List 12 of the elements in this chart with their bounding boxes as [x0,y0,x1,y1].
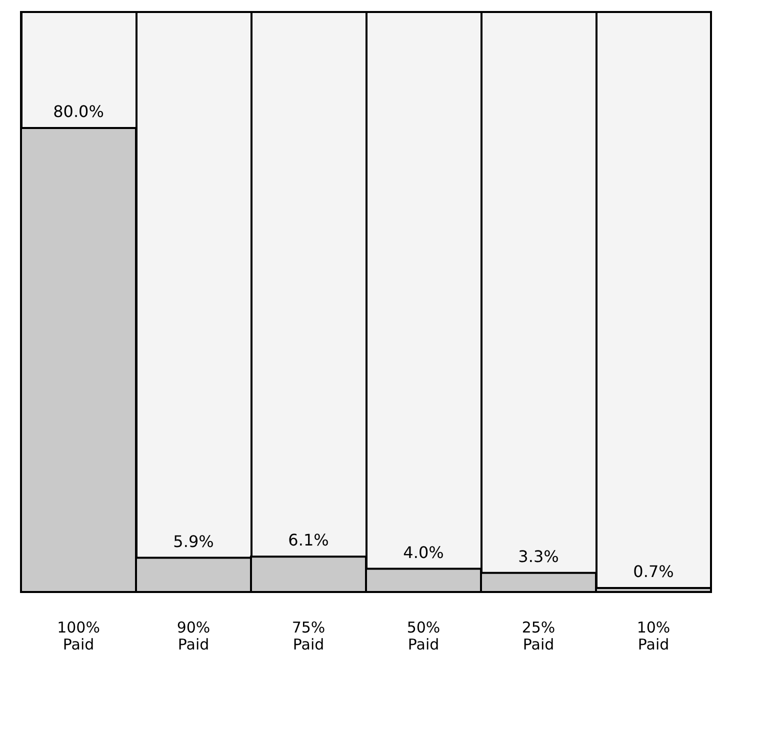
data-label: 5.9% [173,532,214,551]
data-label: 4.0% [403,542,444,562]
data-label: 80.0% [53,102,104,121]
x-tick-label: 25% Paid [522,618,556,654]
x-tick-label: 10% Paid [636,618,670,654]
x-tick-label: 50% Paid [406,618,440,654]
x-tick-label: 90% Paid [176,618,210,654]
data-label: 0.7% [633,562,674,581]
data-label: 6.1% [288,530,329,550]
x-tick-label: 100% Paid [57,618,100,654]
data-label: 3.3% [518,546,559,566]
x-tick-label: 75% Paid [292,618,326,654]
